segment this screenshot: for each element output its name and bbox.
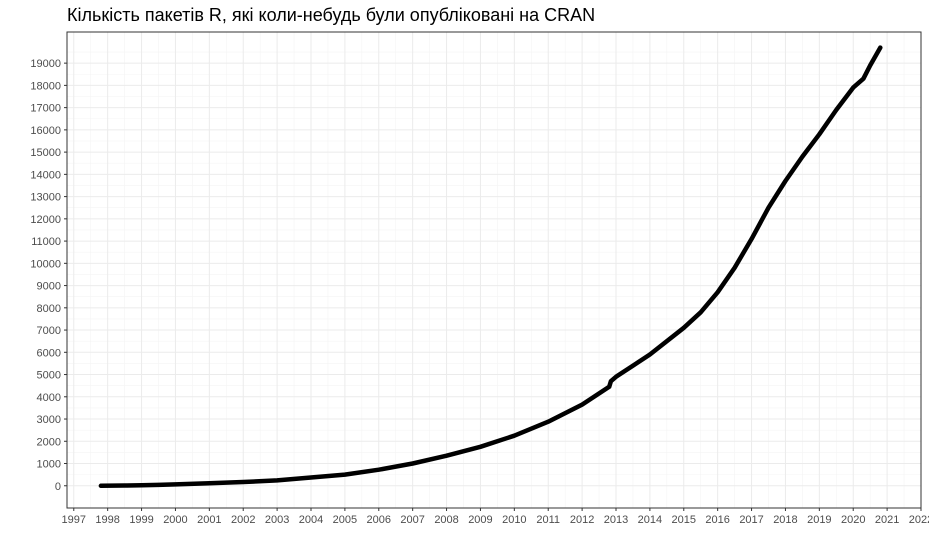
- y-tick-label: 6000: [37, 347, 61, 359]
- x-tick-label: 2020: [841, 514, 865, 526]
- x-tick-label: 2000: [163, 514, 187, 526]
- x-tick-label: 2014: [638, 514, 662, 526]
- y-tick-label: 16000: [30, 125, 61, 137]
- y-tick-label: 9000: [37, 281, 61, 293]
- x-tick-label: 1998: [95, 514, 119, 526]
- x-tick-label: 2006: [367, 514, 391, 526]
- y-tick-label: 7000: [37, 325, 61, 337]
- x-tick-label: 2019: [807, 514, 831, 526]
- x-tick-label: 2013: [604, 514, 628, 526]
- x-tick-label: 2004: [299, 514, 323, 526]
- y-tick-label: 12000: [30, 214, 61, 226]
- panel-border: [66, 31, 922, 509]
- y-tick-label: 11000: [31, 236, 61, 248]
- y-tick-label: 5000: [37, 370, 61, 382]
- x-tick-label: 2005: [333, 514, 357, 526]
- y-tick-label: 10000: [30, 258, 61, 270]
- series-line: [98, 45, 883, 489]
- y-tick-label: 19000: [30, 58, 61, 70]
- x-tick-label: 2017: [739, 514, 763, 526]
- x-tick-label: 2002: [231, 514, 255, 526]
- y-tick-label: 3000: [37, 414, 61, 426]
- x-tick-label: 2010: [502, 514, 526, 526]
- y-tick-label: 13000: [30, 192, 61, 204]
- x-tick-label: 1997: [62, 514, 86, 526]
- x-tick-label: 1999: [129, 514, 153, 526]
- y-tick-label: 8000: [37, 303, 61, 315]
- y-tick-label: 1000: [37, 459, 61, 471]
- y-tick-label: 2000: [37, 436, 61, 448]
- y-tick-label: 4000: [37, 392, 61, 404]
- y-tick-label: 18000: [30, 80, 61, 92]
- x-tick-label: 2009: [468, 514, 492, 526]
- x-tick-label: 2015: [672, 514, 696, 526]
- minor-grid: [67, 32, 921, 508]
- major-grid: [67, 32, 922, 508]
- x-tick-label: 2012: [570, 514, 594, 526]
- y-tick-label: 0: [55, 481, 61, 493]
- y-tick-label: 14000: [30, 169, 61, 181]
- series-layer: [98, 45, 883, 489]
- x-tick-label: 2001: [197, 514, 221, 526]
- y-axis: 0 1000 2000 3000 4000 5000 6000 7000 8000 9000 100…: [30, 58, 67, 493]
- x-tick-label: 2018: [773, 514, 797, 526]
- x-axis: 1997 1998 1999 2000 2001 2002 2003 2004 2005 2006…: [62, 508, 929, 526]
- y-tick-label: 15000: [30, 147, 61, 159]
- chart-title: Кількість пакетів R, які коли-небудь бул…: [67, 5, 596, 25]
- x-tick-label: 2022: [909, 514, 929, 526]
- x-tick-label: 2008: [434, 514, 458, 526]
- x-tick-label: 2007: [400, 514, 424, 526]
- x-tick-label: 2003: [265, 514, 289, 526]
- x-tick-label: 2016: [705, 514, 729, 526]
- y-tick-label: 17000: [30, 103, 61, 115]
- x-tick-label: 2021: [875, 514, 899, 526]
- x-tick-label: 2011: [536, 514, 560, 526]
